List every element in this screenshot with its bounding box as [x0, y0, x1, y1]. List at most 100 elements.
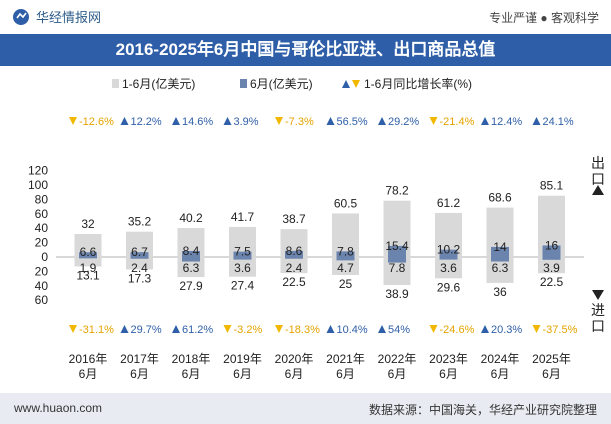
- bar-import-month: [439, 257, 458, 260]
- legend-up-icon: [342, 80, 350, 88]
- chart-title: 2016-2025年6月中国与哥伦比亚进、出口商品总值: [0, 34, 611, 66]
- top-bar: 华经情报网 专业严谨 ● 客观科学: [0, 0, 611, 34]
- growth-up-icon: [172, 325, 180, 333]
- growth-up-icon: [326, 325, 335, 333]
- bar-import-month: [542, 257, 561, 260]
- import-down-arrow-icon: [592, 290, 604, 300]
- x-tick-label: 2018年 6月: [172, 352, 211, 381]
- label-export-month: 7.8: [337, 244, 354, 258]
- label-import-growth: -3.2%: [234, 324, 263, 336]
- label-export-month: 7.5: [234, 245, 251, 259]
- label-export-growth: 24.1%: [543, 116, 574, 128]
- label-export-cumulative: 61.2: [437, 196, 461, 210]
- bar-import-month: [491, 257, 509, 262]
- bar-import-cumulative: [177, 257, 205, 278]
- y-tick-label: 120: [28, 164, 48, 178]
- growth-down-icon: [69, 117, 77, 125]
- label-import-cumulative: 17.3: [128, 271, 152, 285]
- bar-export-month: [233, 251, 252, 257]
- label-export-cumulative: 78.2: [385, 184, 409, 198]
- y-tick-label: 100: [28, 178, 48, 192]
- label-import-cumulative: 27.4: [231, 279, 255, 293]
- label-export-month: 15.4: [385, 239, 409, 253]
- brand-logo-icon: [13, 8, 29, 25]
- label-import-growth: -18.3%: [285, 324, 320, 336]
- label-import-growth: -37.5%: [543, 324, 578, 336]
- bar-export-month: [285, 250, 303, 257]
- bar-import-cumulative: [74, 257, 102, 267]
- y-tick-label: 20: [35, 264, 49, 278]
- label-export-growth: 12.2%: [131, 116, 162, 128]
- growth-up-icon: [378, 117, 386, 125]
- label-import-month: 4.7: [337, 261, 354, 275]
- x-tick-label: 2023年 6月: [429, 352, 468, 381]
- growth-up-icon: [120, 325, 129, 333]
- label-import-growth: 10.4%: [337, 324, 368, 336]
- label-export-month: 14: [493, 240, 507, 254]
- label-export-month: 16: [545, 238, 559, 252]
- legend-down-icon: [352, 80, 360, 88]
- bar-export-cumulative: [332, 213, 359, 257]
- bar-export-cumulative: [74, 233, 102, 257]
- label-export-growth: 14.6%: [182, 116, 213, 128]
- bar-export-month: [79, 252, 97, 257]
- x-tick-label: 2024年 6月: [481, 352, 520, 381]
- bar-import-cumulative: [332, 257, 359, 275]
- label-import-growth: 20.3%: [491, 324, 522, 336]
- growth-up-icon: [481, 325, 489, 333]
- bar-export-month: [130, 252, 149, 257]
- bar-import-month: [388, 257, 406, 263]
- x-tick-label: 2025年 6月: [532, 352, 571, 381]
- x-tick-label: 2016年 6月: [69, 352, 108, 381]
- bar-import-cumulative: [538, 257, 565, 274]
- label-export-cumulative: 85.1: [540, 179, 564, 193]
- label-import-month: 3.6: [234, 261, 251, 275]
- label-export-cumulative: 41.7: [231, 210, 255, 224]
- growth-down-icon: [429, 325, 438, 333]
- label-export-growth: -7.3%: [285, 116, 314, 128]
- x-tick-label: 2019年 6月: [223, 352, 262, 381]
- label-export-growth: 56.5%: [337, 116, 368, 128]
- label-import-month: 1.9: [80, 261, 97, 275]
- label-export-growth: -21.4%: [440, 116, 475, 128]
- label-import-growth: 29.7%: [131, 324, 162, 336]
- growth-up-icon: [172, 117, 180, 125]
- label-import-cumulative: 27.9: [179, 279, 203, 293]
- y-tick-label: 40: [35, 279, 49, 293]
- bar-import-month: [233, 257, 252, 260]
- bar-import-month: [130, 257, 149, 259]
- growth-up-icon: [481, 117, 489, 125]
- label-export-cumulative: 32: [81, 217, 95, 231]
- label-import-growth: -31.1%: [79, 324, 114, 336]
- y-tick-label: 60: [35, 207, 49, 221]
- bar-import-cumulative: [435, 257, 462, 279]
- label-export-cumulative: 38.7: [282, 212, 306, 226]
- label-import-growth: 61.2%: [182, 324, 213, 336]
- x-tick-label: 2021年 6月: [326, 352, 365, 381]
- growth-up-icon: [532, 117, 541, 125]
- growth-up-icon: [223, 117, 232, 125]
- label-import-month: 6.3: [183, 261, 200, 275]
- y-tick-label: 60: [35, 293, 49, 307]
- growth-down-icon: [275, 117, 283, 125]
- growth-up-icon: [378, 325, 386, 333]
- label-import-cumulative: 22.5: [540, 275, 564, 289]
- label-export-month: 8.6: [286, 244, 303, 258]
- growth-up-icon: [120, 117, 129, 125]
- label-export-growth: -12.6%: [79, 116, 114, 128]
- legend-cum-swatch: [112, 79, 119, 88]
- footer-url: www.huaon.com: [14, 401, 103, 415]
- x-tick-label: 2017年 6月: [120, 352, 159, 381]
- bar-import-month: [182, 257, 200, 262]
- label-import-cumulative: 25: [339, 277, 353, 291]
- export-up-arrow-icon: [592, 185, 604, 195]
- legend-cum-label: 1-6月(亿美元): [122, 76, 195, 91]
- footer-source: 数据来源：中国海关，华经产业研究院整理: [368, 403, 597, 417]
- side-label-export: 出口: [591, 155, 605, 187]
- label-import-month: 6.3: [492, 261, 509, 275]
- label-import-month: 3.6: [440, 261, 457, 275]
- bar-export-month: [542, 245, 561, 257]
- label-import-cumulative: 36: [493, 285, 507, 299]
- y-tick-label: 40: [35, 221, 49, 235]
- y-tick-label: 80: [35, 192, 49, 206]
